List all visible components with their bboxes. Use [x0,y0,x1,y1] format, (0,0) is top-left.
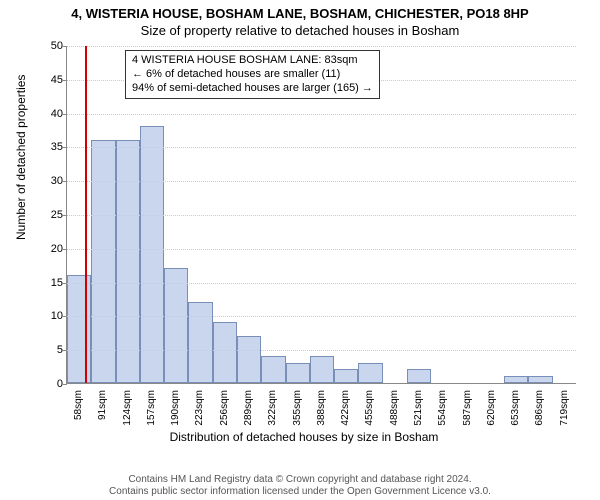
marker-line [85,46,87,383]
histogram-bar [504,376,528,383]
histogram-bar [407,369,431,383]
x-tick-label: 488sqm [389,390,400,432]
plot-area: 4 WISTERIA HOUSE BOSHAM LANE: 83sqm ← 6%… [66,46,576,384]
x-tick-label: 322sqm [267,390,278,432]
y-tick-mark [63,215,67,216]
gridline [67,283,576,284]
y-tick-label: 0 [39,378,63,390]
y-tick-mark [63,316,67,317]
x-tick-label: 422sqm [340,390,351,432]
x-tick-label: 91sqm [97,390,108,432]
y-tick-mark [63,181,67,182]
y-tick-label: 35 [39,141,63,153]
gridline [67,215,576,216]
gridline [67,147,576,148]
histogram-bar [310,356,334,383]
annotation-box: 4 WISTERIA HOUSE BOSHAM LANE: 83sqm ← 6%… [125,50,380,99]
gridline [67,249,576,250]
x-tick-label: 124sqm [122,390,133,432]
gridline [67,46,576,47]
x-tick-label: 289sqm [243,390,254,432]
y-tick-label: 15 [39,277,63,289]
x-tick-label: 58sqm [73,390,84,432]
y-tick-mark [63,147,67,148]
annotation-line-3: 94% of semi-detached houses are larger (… [132,82,373,96]
histogram-bar [67,275,91,383]
annotation-line-2: ← 6% of detached houses are smaller (11) [132,68,373,82]
x-tick-label: 190sqm [170,390,181,432]
y-tick-mark [63,114,67,115]
gridline [67,114,576,115]
x-tick-label: 455sqm [364,390,375,432]
histogram-bar [116,140,140,383]
y-tick-label: 40 [39,108,63,120]
annotation-line-1: 4 WISTERIA HOUSE BOSHAM LANE: 83sqm [132,54,373,68]
gridline [67,316,576,317]
x-tick-label: 620sqm [486,390,497,432]
histogram-bar [334,369,358,383]
histogram-bar [528,376,552,383]
x-tick-label: 157sqm [146,390,157,432]
y-tick-label: 20 [39,243,63,255]
y-tick-mark [63,80,67,81]
x-tick-label: 521sqm [413,390,424,432]
x-tick-label: 388sqm [316,390,327,432]
x-tick-label: 256sqm [219,390,230,432]
page-title: 4, WISTERIA HOUSE, BOSHAM LANE, BOSHAM, … [0,0,600,21]
y-tick-label: 45 [39,74,63,86]
x-tick-label: 686sqm [534,390,545,432]
y-tick-mark [63,283,67,284]
x-tick-label: 223sqm [194,390,205,432]
y-tick-mark [63,350,67,351]
footer: Contains HM Land Registry data © Crown c… [0,474,600,498]
histogram-bar [358,363,382,383]
x-axis-label: Distribution of detached houses by size … [24,430,584,444]
y-axis-label: Number of detached properties [14,75,28,240]
histogram-bar [213,322,237,383]
histogram-bar [261,356,285,383]
x-tick-label: 719sqm [559,390,570,432]
x-tick-label: 653sqm [510,390,521,432]
histogram-bar [286,363,310,383]
x-tick-label: 554sqm [437,390,448,432]
gridline [67,350,576,351]
y-tick-label: 10 [39,310,63,322]
y-tick-mark [63,249,67,250]
footer-line-2: Contains public sector information licen… [0,486,600,498]
histogram-bar [188,302,212,383]
y-tick-label: 5 [39,344,63,356]
histogram-bar [237,336,261,383]
y-tick-label: 25 [39,209,63,221]
y-tick-mark [63,46,67,47]
footer-line-1: Contains HM Land Registry data © Crown c… [0,474,600,486]
chart-container: Number of detached properties 4 WISTERIA… [24,40,584,440]
gridline [67,181,576,182]
y-tick-label: 30 [39,175,63,187]
y-tick-label: 50 [39,40,63,52]
x-tick-label: 355sqm [292,390,303,432]
x-tick-label: 587sqm [462,390,473,432]
y-tick-mark [63,384,67,385]
histogram-bar [91,140,115,383]
page-subtitle: Size of property relative to detached ho… [0,21,600,38]
histogram-bar [140,126,164,383]
histogram-bar [164,268,188,383]
